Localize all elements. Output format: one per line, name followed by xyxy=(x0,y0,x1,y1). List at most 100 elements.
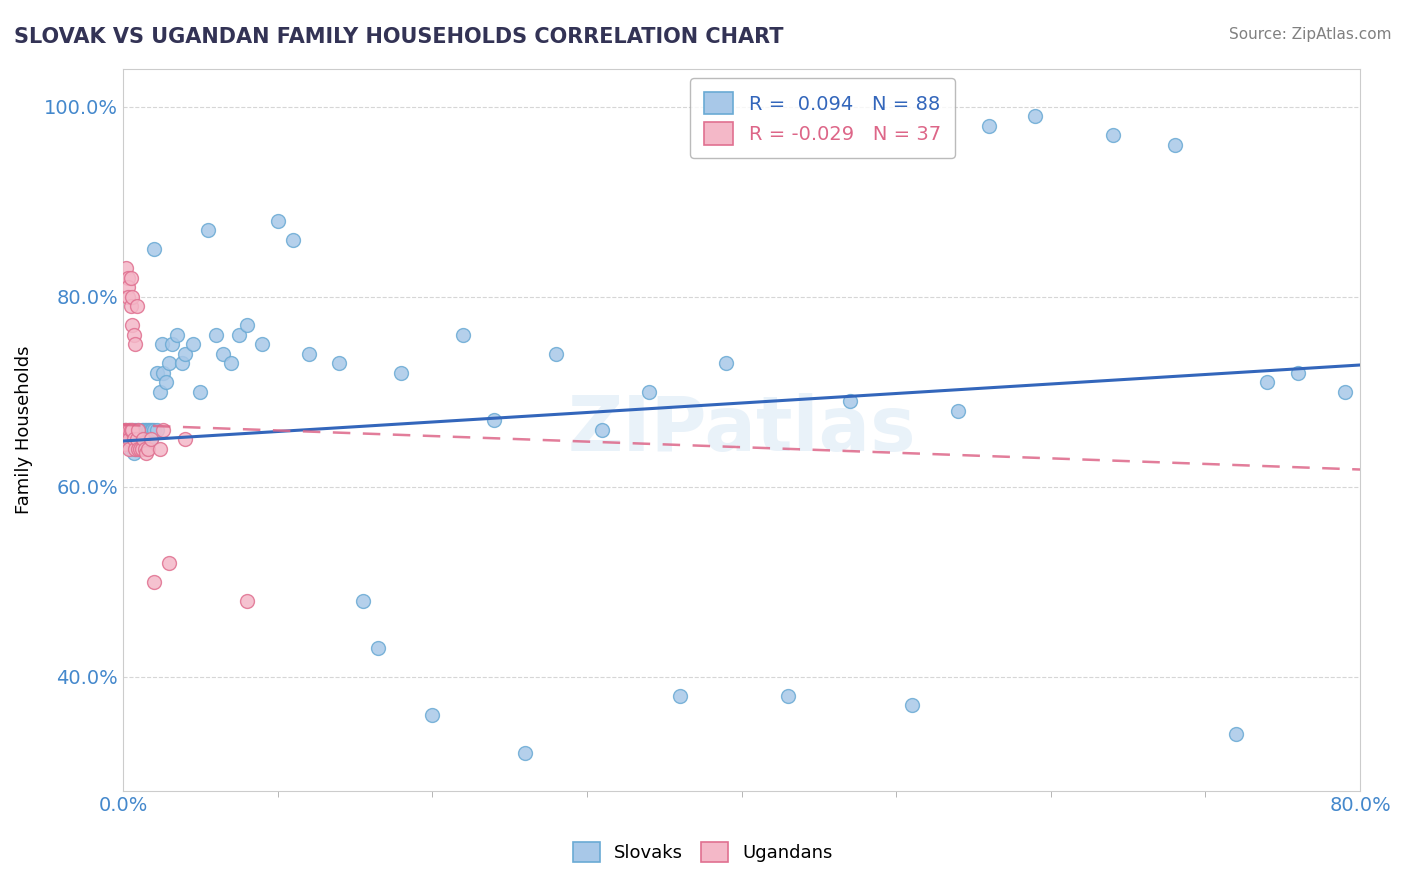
Point xyxy=(135,423,157,437)
Point xyxy=(121,289,143,303)
Point xyxy=(838,394,860,409)
Point xyxy=(389,366,412,380)
Text: ZIPatlas: ZIPatlas xyxy=(567,392,915,467)
Point xyxy=(124,337,146,351)
Point xyxy=(776,689,799,703)
Point xyxy=(235,318,257,332)
Point xyxy=(122,327,145,342)
Point xyxy=(1256,375,1278,389)
Point xyxy=(118,423,141,437)
Point xyxy=(170,356,193,370)
Point xyxy=(121,318,143,332)
Point xyxy=(117,437,139,451)
Point xyxy=(150,337,173,351)
Point xyxy=(117,289,139,303)
Point xyxy=(155,375,177,389)
Point xyxy=(513,746,536,760)
Point xyxy=(1163,137,1185,152)
Point xyxy=(132,432,155,446)
Point xyxy=(135,446,157,460)
Point xyxy=(136,423,159,437)
Point xyxy=(124,432,146,446)
Point xyxy=(977,119,1000,133)
Point xyxy=(118,423,141,437)
Point xyxy=(420,707,443,722)
Point xyxy=(591,423,613,437)
Point xyxy=(219,356,242,370)
Point xyxy=(352,593,374,607)
Point xyxy=(136,442,159,456)
Point xyxy=(115,432,138,446)
Point xyxy=(637,384,659,399)
Legend: R =  0.094   N = 88, R = -0.029   N = 37: R = 0.094 N = 88, R = -0.029 N = 37 xyxy=(690,78,955,158)
Point xyxy=(120,270,142,285)
Point xyxy=(118,432,141,446)
Point xyxy=(181,337,204,351)
Point xyxy=(125,437,148,451)
Point xyxy=(149,384,172,399)
Point xyxy=(1024,109,1046,123)
Point xyxy=(122,437,145,451)
Y-axis label: Family Households: Family Households xyxy=(15,345,32,514)
Point xyxy=(120,432,142,446)
Point xyxy=(127,423,149,437)
Point xyxy=(122,427,145,442)
Point xyxy=(228,327,250,342)
Point xyxy=(127,442,149,456)
Point xyxy=(124,442,146,456)
Point xyxy=(131,423,153,437)
Point xyxy=(544,346,567,360)
Point xyxy=(117,270,139,285)
Point xyxy=(146,423,169,437)
Point xyxy=(157,356,180,370)
Point xyxy=(125,432,148,446)
Point xyxy=(281,233,304,247)
Point xyxy=(714,356,737,370)
Point xyxy=(668,689,690,703)
Point xyxy=(946,403,969,417)
Point xyxy=(900,698,922,713)
Point xyxy=(115,423,138,437)
Point xyxy=(139,432,162,446)
Point xyxy=(129,442,152,456)
Point xyxy=(142,574,165,589)
Point xyxy=(173,432,195,446)
Point xyxy=(134,432,156,446)
Point xyxy=(142,242,165,256)
Point xyxy=(118,432,141,446)
Point xyxy=(127,423,149,437)
Point xyxy=(235,593,257,607)
Point xyxy=(1333,384,1355,399)
Point xyxy=(129,437,152,451)
Point xyxy=(115,261,138,276)
Point xyxy=(124,442,146,456)
Point xyxy=(162,337,184,351)
Point xyxy=(157,556,180,570)
Point xyxy=(266,213,288,227)
Point xyxy=(118,442,141,456)
Point xyxy=(188,384,211,399)
Point xyxy=(141,423,163,437)
Point xyxy=(139,423,162,437)
Point xyxy=(139,432,162,446)
Point xyxy=(138,423,160,437)
Point xyxy=(134,423,156,437)
Point xyxy=(1286,366,1309,380)
Point xyxy=(197,223,219,237)
Point xyxy=(149,442,172,456)
Point xyxy=(131,442,153,456)
Point xyxy=(120,299,142,313)
Point xyxy=(120,442,142,456)
Point xyxy=(212,346,235,360)
Point xyxy=(114,423,136,437)
Point xyxy=(152,423,174,437)
Point xyxy=(134,442,156,456)
Point xyxy=(367,641,389,656)
Point xyxy=(173,346,195,360)
Point xyxy=(121,437,143,451)
Point xyxy=(1225,727,1247,741)
Point xyxy=(121,423,143,437)
Point xyxy=(482,413,505,427)
Point xyxy=(204,327,226,342)
Point xyxy=(136,432,159,446)
